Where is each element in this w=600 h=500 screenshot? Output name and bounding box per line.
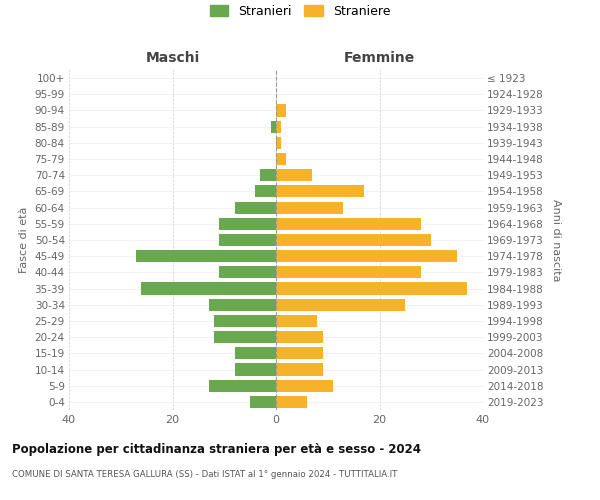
Bar (276, 331, 323, 343)
Bar (276, 298, 406, 311)
Bar (219, 266, 276, 278)
Bar (219, 218, 276, 230)
Bar (235, 348, 276, 360)
Text: Femmine: Femmine (344, 51, 415, 65)
Bar (276, 234, 431, 246)
Bar (276, 364, 323, 376)
Bar (214, 331, 276, 343)
Bar (136, 250, 276, 262)
Bar (142, 282, 276, 294)
Bar (214, 315, 276, 327)
Bar (276, 250, 457, 262)
Bar (276, 282, 467, 294)
Bar (276, 396, 307, 408)
Bar (209, 298, 276, 311)
Y-axis label: Fasce di età: Fasce di età (19, 207, 29, 273)
Bar (276, 315, 317, 327)
Bar (235, 202, 276, 213)
Bar (250, 396, 276, 408)
Text: COMUNE DI SANTA TERESA GALLURA (SS) - Dati ISTAT al 1° gennaio 2024 - TUTTITALIA: COMUNE DI SANTA TERESA GALLURA (SS) - Da… (12, 470, 397, 479)
Bar (276, 218, 421, 230)
Bar (276, 202, 343, 213)
Bar (276, 348, 323, 360)
Bar (271, 120, 276, 132)
Bar (219, 234, 276, 246)
Bar (276, 153, 286, 165)
Text: Popolazione per cittadinanza straniera per età e sesso - 2024: Popolazione per cittadinanza straniera p… (12, 442, 421, 456)
Bar (276, 137, 281, 149)
Legend: Stranieri, Straniere: Stranieri, Straniere (205, 0, 395, 23)
Bar (276, 120, 281, 132)
Bar (209, 380, 276, 392)
Bar (256, 186, 276, 198)
Bar (235, 364, 276, 376)
Bar (276, 380, 333, 392)
Bar (276, 104, 286, 117)
Y-axis label: Anni di nascita: Anni di nascita (551, 198, 561, 281)
Text: Maschi: Maschi (145, 51, 200, 65)
Bar (276, 186, 364, 198)
Bar (276, 266, 421, 278)
Bar (276, 169, 312, 181)
Bar (260, 169, 276, 181)
